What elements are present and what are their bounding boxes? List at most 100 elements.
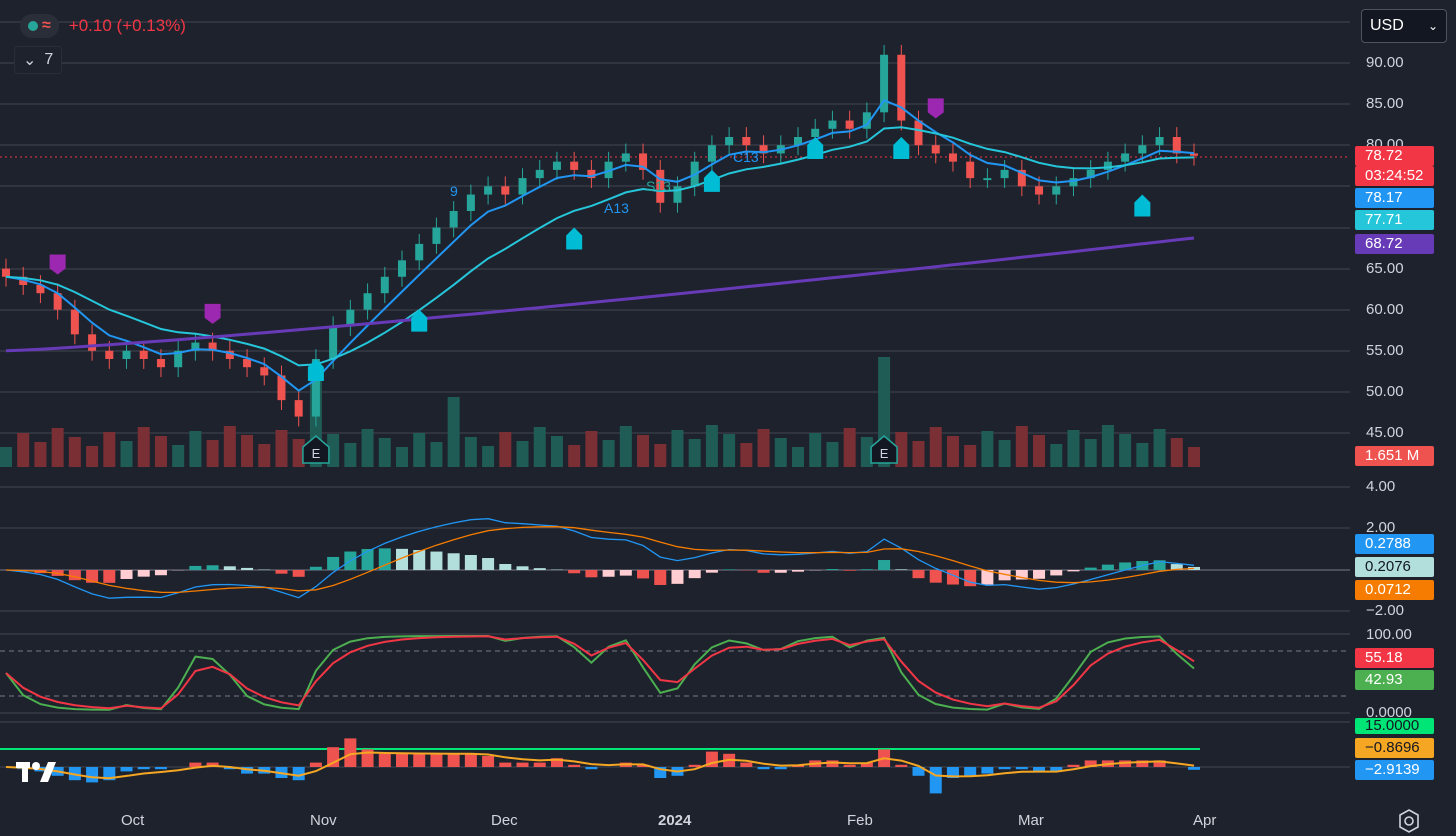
- price-change: +0.10 (+0.13%): [68, 16, 186, 35]
- currency-select[interactable]: USD ⌄: [1361, 9, 1447, 43]
- price-tick: 90.00: [1366, 54, 1404, 71]
- candle-body: [725, 137, 734, 146]
- buy-signal-marker: [307, 359, 324, 381]
- volume-bar: [619, 426, 632, 467]
- osc-histogram-bar: [516, 762, 529, 767]
- osc-histogram-bar: [860, 762, 873, 767]
- osc-histogram-bar: [946, 767, 959, 778]
- macd-histogram-bar: [585, 570, 598, 578]
- macd-tick: 4.00: [1366, 478, 1396, 495]
- volume-bar: [499, 432, 512, 467]
- candle-body: [2, 268, 10, 277]
- candle-body: [88, 334, 97, 351]
- macd-histogram-bar: [154, 570, 167, 576]
- volume-bar: [1015, 426, 1028, 467]
- volume-bar: [585, 431, 598, 467]
- volume-bar: [413, 433, 426, 467]
- volume-bar: [172, 445, 185, 467]
- macd-histogram-bar: [206, 565, 219, 570]
- macd-histogram-bar: [137, 570, 150, 577]
- macd-histogram-bar: [568, 570, 581, 574]
- macd-histogram-bar: [912, 570, 925, 579]
- volume-bar: [68, 437, 81, 467]
- osc-histogram-bar: [413, 753, 426, 767]
- symbol-status-pill[interactable]: ≈: [20, 14, 59, 38]
- osc-histogram-bar: [1067, 764, 1080, 767]
- candle-body: [243, 359, 252, 368]
- ema-slow-tag: 77.71: [1355, 210, 1434, 230]
- osc-histogram-bar: [568, 764, 581, 767]
- candle-body: [931, 145, 940, 154]
- macd-histogram-bar: [378, 548, 391, 570]
- candle-body: [759, 145, 768, 154]
- buy-signal-marker: [893, 137, 910, 159]
- osc-histogram-bar: [964, 767, 977, 776]
- volume-bar: [946, 436, 959, 467]
- stoch-tick: 0.0000: [1366, 704, 1412, 721]
- candle-body: [1017, 169, 1026, 187]
- osc-histogram-bar: [154, 767, 167, 770]
- volume-bar: [120, 441, 133, 467]
- candle-body: [501, 186, 510, 195]
- volume-bar: [860, 437, 873, 467]
- macd-histogram-bar: [275, 570, 288, 574]
- volume-bar: [774, 438, 787, 467]
- volume-bar: [998, 440, 1011, 467]
- osc-histogram-bar: [912, 767, 925, 776]
- settings-gear-icon[interactable]: [1396, 808, 1422, 834]
- volume-bar: [34, 442, 47, 467]
- candle-body: [380, 276, 389, 294]
- indicators-toggle[interactable]: ⌄ 7: [14, 46, 63, 74]
- macd-histogram-bar: [843, 570, 856, 571]
- macd-histogram-bar: [516, 566, 529, 570]
- osc-histogram-bar: [929, 767, 942, 794]
- macd-histogram-bar: [1101, 564, 1114, 570]
- sell-signal-marker: [927, 98, 944, 119]
- volume-bar: [929, 427, 942, 467]
- macd-histogram-bar: [1050, 570, 1063, 576]
- osc-histogram-bar: [774, 767, 787, 770]
- macd-hist-tag: 0.2076: [1355, 557, 1434, 577]
- candle-body: [466, 194, 475, 211]
- candle-body: [398, 260, 406, 277]
- osc-hist-tag: −2.9139: [1355, 760, 1434, 780]
- candle-body: [1103, 161, 1112, 170]
- volume-bar: [533, 427, 546, 467]
- volume-bar: [464, 437, 477, 467]
- osc-histogram-bar: [223, 767, 236, 770]
- osc-histogram-bar: [430, 753, 443, 767]
- sequence-label: 9: [450, 183, 458, 199]
- osc-level-tag: 15.0000: [1355, 718, 1434, 734]
- macd-histogram-bar: [1033, 570, 1046, 579]
- macd-histogram-bar: [654, 570, 667, 585]
- volume-bar: [723, 434, 736, 467]
- volume-bar: [327, 434, 340, 467]
- osc-histogram-bar: [499, 762, 512, 767]
- osc-histogram-bar: [1050, 767, 1063, 772]
- macd-histogram-bar: [1067, 570, 1080, 572]
- candle-body: [1035, 186, 1044, 195]
- osc-histogram-bar: [378, 753, 391, 767]
- macd-histogram-bar: [309, 566, 322, 570]
- volume-bar: [1153, 429, 1166, 467]
- macd-tag: 0.2788: [1355, 534, 1434, 554]
- tradingview-logo[interactable]: [14, 758, 60, 786]
- volume-bar: [17, 433, 30, 467]
- volume-bar: [1188, 447, 1200, 467]
- macd-histogram-bar: [602, 570, 615, 577]
- volume-bar: [430, 442, 443, 467]
- macd-signal-tag: 0.0712: [1355, 580, 1434, 600]
- volume-bar: [154, 436, 167, 467]
- volume-bar: [809, 433, 822, 467]
- osc-histogram-bar: [533, 762, 546, 767]
- volume-bar: [757, 429, 770, 467]
- stoch-tick: 100.00: [1366, 626, 1412, 643]
- osc-histogram-bar: [1084, 760, 1097, 767]
- time-label: Apr: [1193, 812, 1217, 829]
- sma-long-line: [5, 236, 1195, 353]
- candle-body: [518, 178, 527, 195]
- osc-histogram-bar: [550, 758, 563, 767]
- volume-bar: [1033, 435, 1046, 467]
- osc-histogram-bar: [895, 764, 908, 767]
